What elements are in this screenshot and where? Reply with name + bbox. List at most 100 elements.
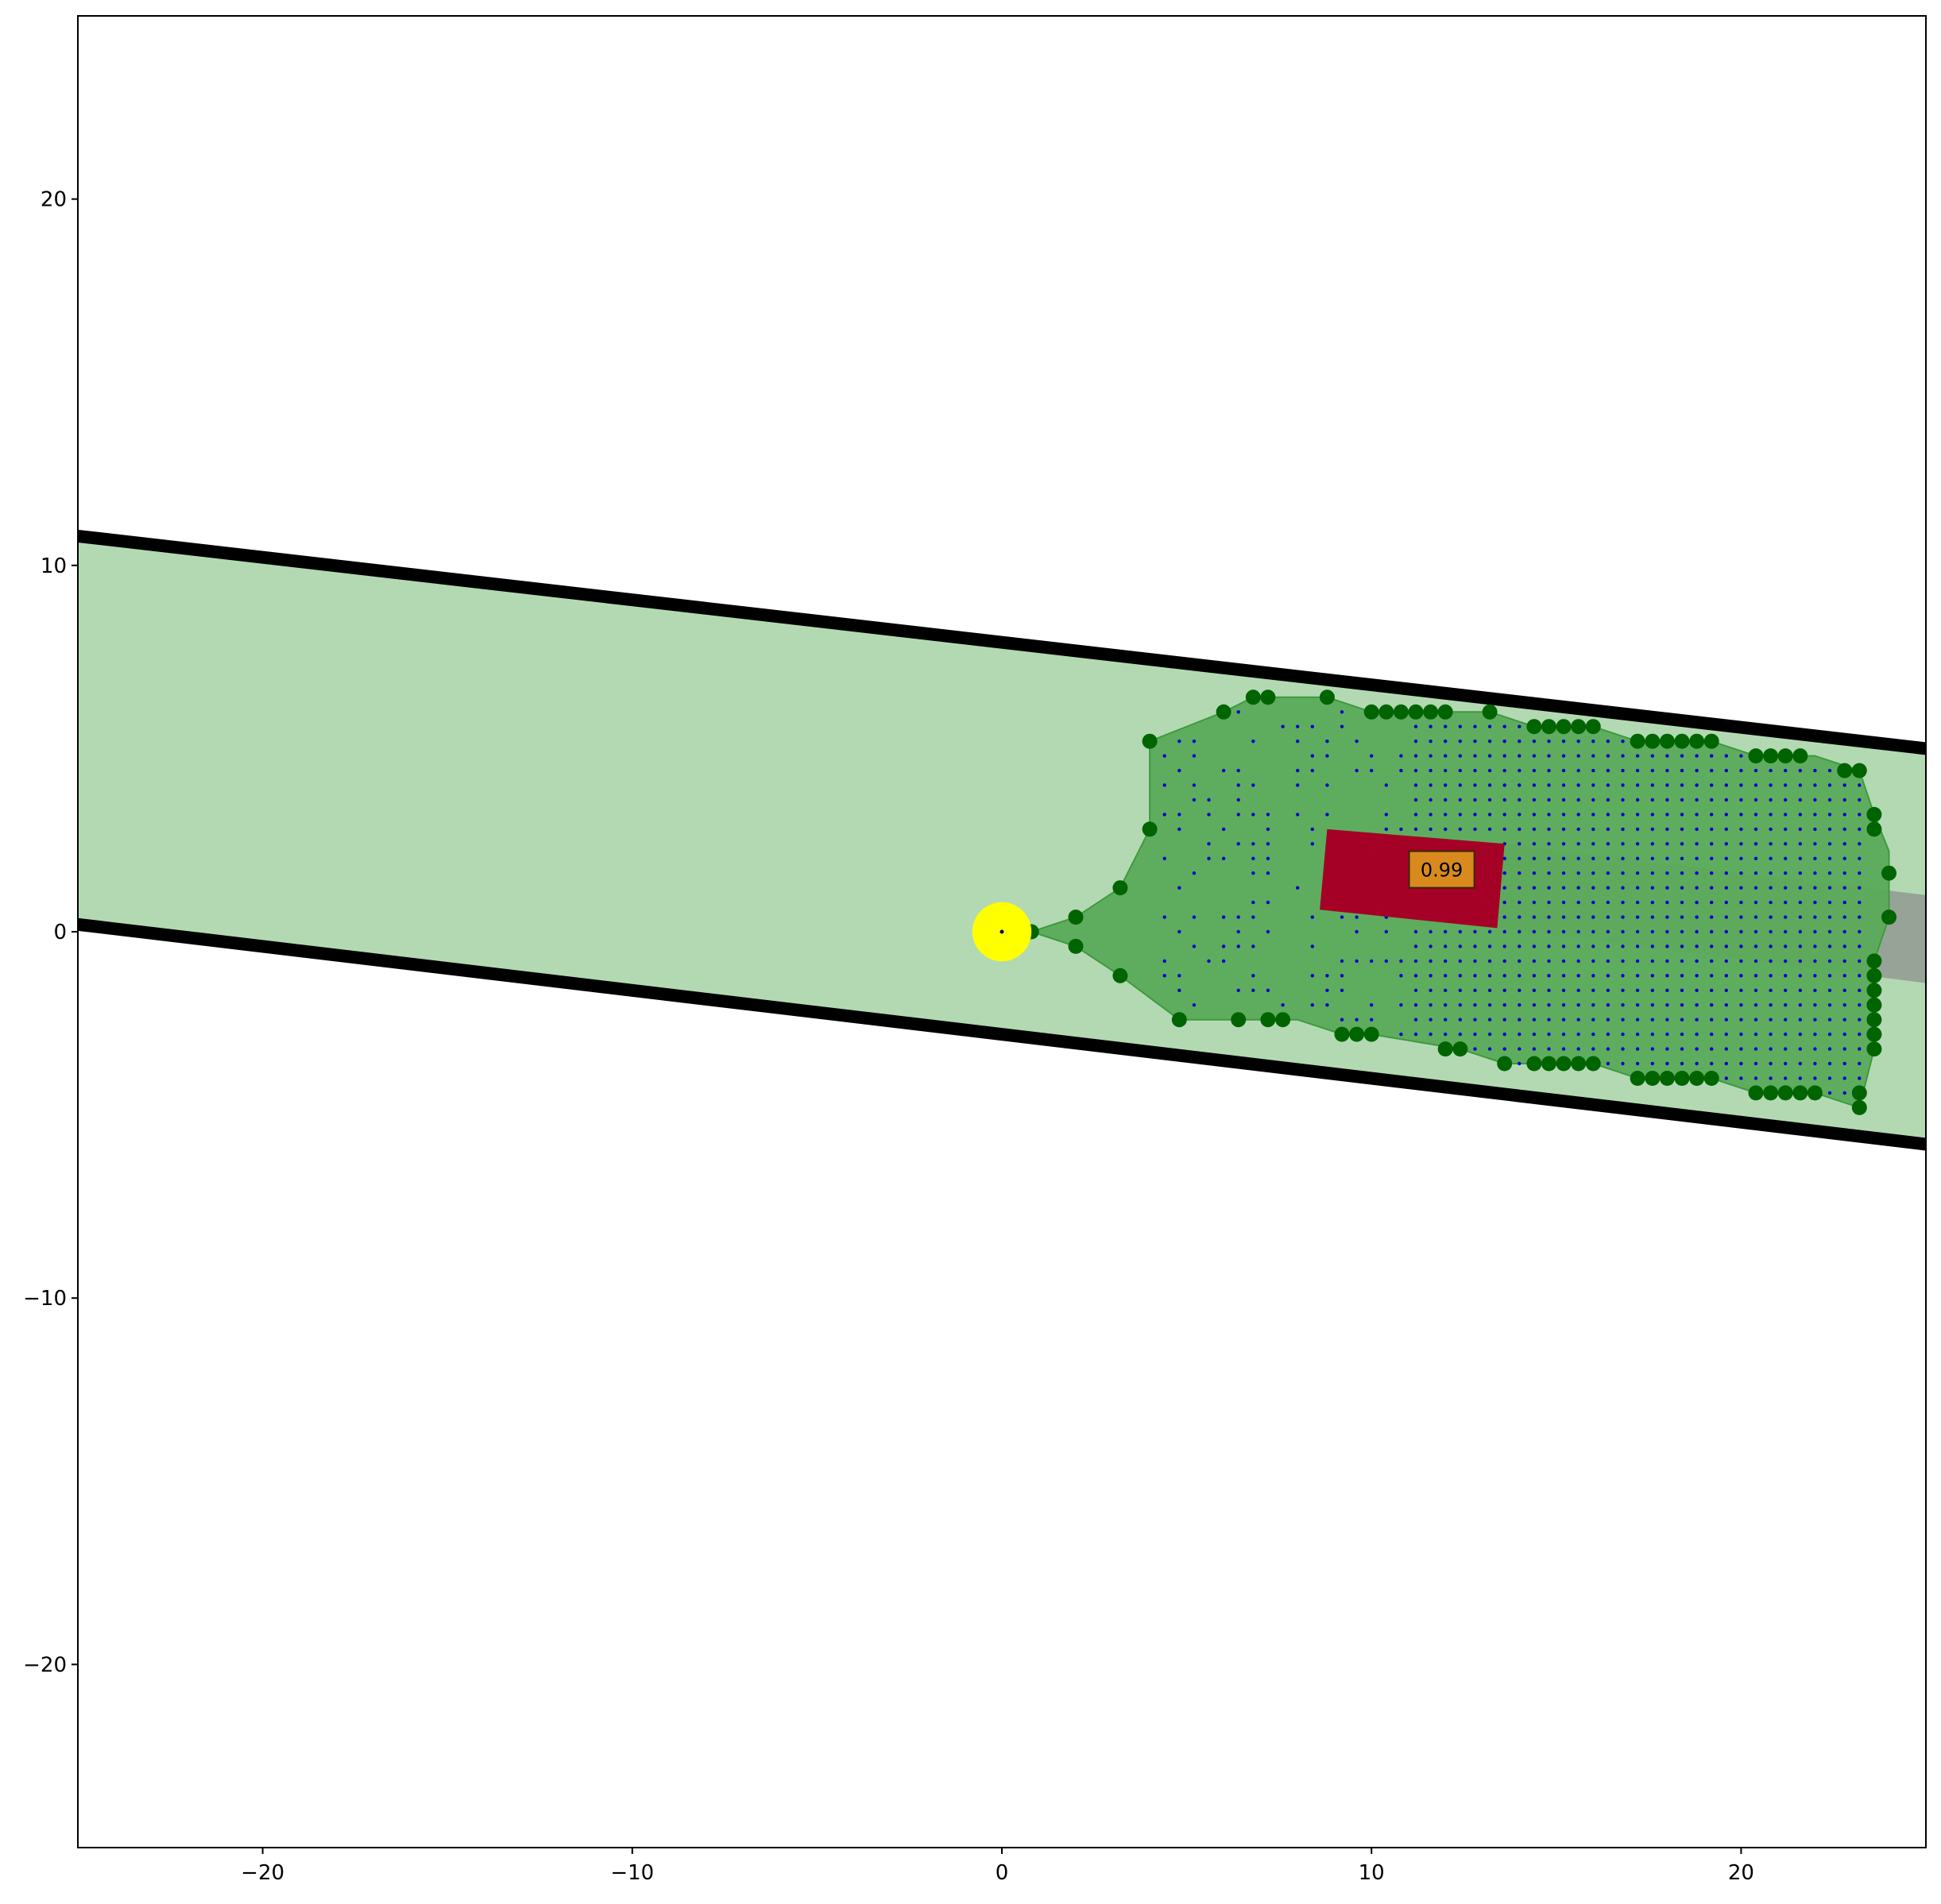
grid-point	[1784, 827, 1788, 832]
grid-point	[1296, 768, 1300, 773]
grid-point	[1399, 1032, 1403, 1037]
grid-point	[1650, 842, 1654, 846]
grid-point	[1532, 856, 1537, 861]
grid-point	[1739, 974, 1743, 978]
boundary-point	[1526, 1056, 1542, 1072]
grid-point	[1650, 871, 1654, 875]
grid-point	[1665, 1018, 1669, 1022]
grid-point	[1753, 1047, 1758, 1051]
grid-point	[1739, 783, 1743, 787]
grid-point	[1753, 842, 1758, 846]
grid-point	[1310, 724, 1315, 728]
grid-point	[1591, 740, 1595, 743]
grid-point	[1695, 929, 1699, 934]
road-edge-upper	[78, 529, 1926, 755]
grid-point	[1221, 827, 1226, 832]
grid-point	[1842, 827, 1846, 832]
grid-point	[1724, 929, 1728, 934]
boundary-point	[1763, 1085, 1779, 1101]
grid-point	[1325, 740, 1329, 743]
boundary-point	[1245, 689, 1261, 705]
grid-point	[1444, 1003, 1448, 1007]
grid-point	[1310, 754, 1315, 758]
boundary-point	[1541, 1056, 1556, 1072]
grid-point	[1813, 798, 1817, 802]
grid-point	[1724, 900, 1728, 905]
boundary-point	[1231, 1012, 1247, 1028]
grid-point	[1547, 886, 1551, 890]
grid-point	[1502, 974, 1506, 978]
grid-point	[1798, 768, 1802, 773]
grid-point	[1680, 768, 1684, 773]
grid-point	[1665, 798, 1669, 802]
grid-point	[1650, 783, 1654, 787]
score-label-box	[1408, 850, 1475, 889]
grid-point	[1827, 798, 1832, 802]
grid-point	[1858, 1047, 1862, 1051]
grid-point	[1236, 842, 1240, 846]
grid-point	[1621, 944, 1625, 948]
grid-point	[1739, 1003, 1743, 1007]
grid-point	[1591, 1047, 1595, 1051]
grid-point	[1724, 754, 1728, 758]
grid-point	[1650, 974, 1654, 978]
boundary-point	[1068, 938, 1084, 954]
grid-point	[1784, 886, 1788, 890]
grid-point	[1813, 929, 1817, 934]
grid-point	[1798, 827, 1802, 832]
grid-point	[1827, 768, 1832, 773]
boundary-point	[1703, 733, 1719, 749]
boundary-point	[1526, 719, 1542, 735]
grid-point	[1680, 1018, 1684, 1022]
grid-point	[1842, 886, 1846, 890]
grid-point	[1561, 1003, 1566, 1007]
grid-point	[1621, 813, 1625, 817]
grid-point	[1695, 827, 1699, 832]
grid-point	[1444, 959, 1448, 964]
grid-point	[1473, 813, 1477, 817]
grid-point	[1621, 1061, 1625, 1066]
grid-point	[1680, 783, 1684, 787]
grid-point	[1798, 1018, 1802, 1022]
grid-point	[1502, 798, 1506, 802]
grid-point	[1547, 959, 1551, 964]
grid-point	[1547, 900, 1551, 905]
grid-point	[1695, 754, 1699, 758]
grid-point	[1680, 827, 1684, 832]
grid-point	[1518, 813, 1521, 817]
grid-point	[1487, 959, 1492, 964]
grid-point	[1458, 768, 1463, 773]
grid-point	[1606, 915, 1610, 919]
boundary-point	[1319, 689, 1335, 705]
grid-point	[1576, 974, 1580, 978]
grid-point	[1591, 1032, 1595, 1037]
grid-point	[1842, 1032, 1846, 1037]
grid-point	[1724, 886, 1728, 890]
grid-point	[1635, 842, 1640, 846]
boundary-point	[1393, 704, 1409, 720]
grid-point	[1591, 813, 1595, 817]
grid-point	[1710, 842, 1714, 846]
boundary-point	[1571, 719, 1587, 735]
grid-point	[1576, 856, 1580, 861]
grid-point	[1266, 856, 1270, 861]
grid-point	[1266, 813, 1270, 817]
grid-point	[1487, 724, 1492, 728]
grid-point	[1606, 813, 1610, 817]
grid-point	[1591, 974, 1595, 978]
grid-point	[1753, 944, 1758, 948]
grid-point	[1266, 900, 1270, 905]
grid-point	[1665, 768, 1669, 773]
grid-point	[1739, 1061, 1743, 1066]
grid-point	[1695, 842, 1699, 846]
grid-point	[1724, 988, 1728, 993]
grid-point	[1858, 1018, 1862, 1022]
grid-point	[1813, 1061, 1817, 1066]
grid-point	[1798, 1032, 1802, 1037]
grid-point	[1650, 1032, 1654, 1037]
grid-point	[1769, 1076, 1773, 1080]
grid-point	[1753, 1003, 1758, 1007]
grid-point	[1842, 1091, 1846, 1095]
grid-point	[1413, 929, 1418, 934]
